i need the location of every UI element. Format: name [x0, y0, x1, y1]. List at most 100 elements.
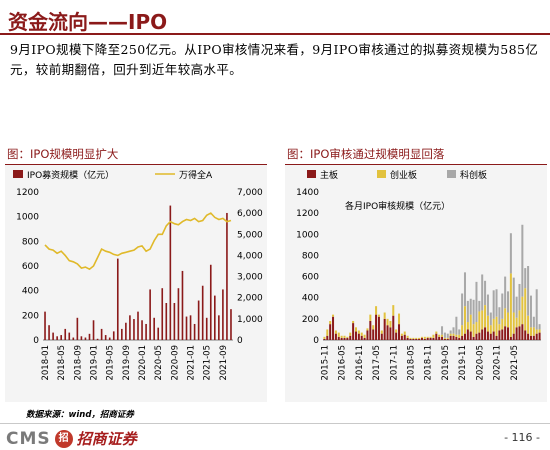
brand-logo: CMS 招 招商证券	[6, 428, 137, 449]
main-board-bar	[535, 333, 538, 340]
x-tick-label: 2016-05	[338, 345, 348, 381]
main-board-bar	[372, 329, 375, 340]
ipo-bar	[96, 338, 99, 340]
main-board-bar	[383, 318, 386, 340]
y2-tick-label: 3,000	[237, 273, 263, 283]
y2-tick-label: 1,000	[237, 315, 263, 325]
main-board-bar	[354, 331, 357, 340]
y-tick-label: 1000	[296, 230, 319, 240]
gem-board-bar	[340, 335, 343, 338]
gem-board-bar	[380, 330, 383, 334]
gem-board-bar	[438, 334, 441, 337]
ipo-size-chart-panel: 图：IPO规模明显扩大 IPO募资规模（亿元） 万得全A 0 200 400 600 800…	[5, 140, 267, 402]
ipo-bar	[64, 328, 67, 340]
main-board-bar	[466, 329, 469, 340]
gem-board-bar	[412, 337, 415, 339]
ipo-bar	[100, 328, 103, 340]
star-board-bar	[452, 327, 455, 334]
main-board-bar	[475, 333, 478, 340]
ipo-bar	[173, 303, 176, 340]
x-tick-label: 2021-05	[510, 345, 520, 381]
gem-board-bar	[329, 320, 332, 325]
chart-background	[285, 164, 547, 402]
page-number: - 116 -	[504, 431, 540, 444]
star-board-bar	[463, 272, 466, 307]
wande-line	[44, 212, 232, 271]
gem-board-bar	[332, 314, 335, 317]
gem-board-bar	[326, 329, 329, 336]
main-board-bar	[495, 335, 498, 340]
main-board-bar	[352, 323, 355, 340]
gem-board-bar	[375, 306, 378, 315]
brand-text: CMS	[6, 428, 51, 449]
x-tick-label: 2020-01	[138, 345, 148, 381]
x-tick-label: 2019-05	[441, 345, 451, 381]
brand-seal-icon: 招	[54, 429, 73, 448]
main-board-bar	[400, 335, 403, 340]
main-board-bar	[369, 320, 372, 340]
gem-board-bar	[518, 310, 521, 327]
ipo-bar	[133, 319, 135, 340]
x-tick-label: 2019-11	[458, 345, 468, 381]
main-board-bar	[346, 337, 349, 340]
gem-board-bar	[346, 336, 349, 338]
x-tick-label: 2020-11	[493, 345, 503, 381]
main-board-bar	[532, 335, 535, 340]
y-tick-label: 400	[302, 294, 319, 304]
gem-board-bar	[423, 336, 426, 339]
main-board-bar	[363, 337, 366, 340]
gem-board-bar	[515, 317, 518, 328]
main-board-bar	[375, 314, 378, 340]
star-board-bar	[466, 300, 469, 323]
x-tick-label: 2018-01	[41, 345, 51, 381]
gem-board-bar	[461, 325, 464, 336]
ipo-bar	[161, 288, 164, 340]
y-tick-label: 800	[302, 251, 319, 261]
main-board-bar	[409, 338, 412, 340]
chart-title: 图：IPO规模明显扩大	[7, 147, 119, 161]
star-board-bar	[501, 293, 504, 319]
ipo-bar	[60, 335, 62, 340]
ipo-bar	[137, 311, 139, 340]
x-tick-label: 2018-09	[73, 345, 83, 381]
star-board-bar	[535, 289, 538, 330]
star-board-bar	[507, 291, 510, 313]
gem-board-bar	[469, 314, 472, 332]
main-board-bar	[521, 324, 524, 340]
gem-board-bar	[486, 315, 489, 332]
main-board-bar	[326, 335, 329, 340]
x-tick-label: 2019-01	[90, 345, 100, 381]
main-board-bar	[478, 332, 481, 340]
x-tick-label: 2020-05	[475, 345, 485, 381]
gem-board-bar	[512, 312, 515, 334]
main-board-bar	[432, 337, 435, 340]
star-board-bar	[449, 330, 452, 334]
star-board-bar	[512, 277, 515, 313]
ipo-bar	[80, 336, 83, 340]
main-board-bar	[486, 331, 489, 340]
star-board-bar	[461, 293, 464, 326]
ipo-bar	[116, 258, 119, 340]
star-board-bar	[446, 333, 449, 338]
gem-board-bar	[386, 318, 389, 326]
gem-board-bar	[507, 312, 510, 328]
main-board-bar	[340, 337, 343, 340]
ipo-bar	[193, 323, 196, 340]
gem-board-bar	[504, 308, 507, 327]
y-tick-label: 1200	[296, 209, 319, 219]
main-board-bar	[484, 327, 487, 340]
star-board-bar	[475, 281, 478, 323]
gem-board-bar	[441, 334, 444, 337]
y-tick-label: 200	[22, 311, 39, 321]
legend-label: 主板	[320, 169, 338, 181]
y-tick-label: 800	[22, 237, 39, 247]
gem-board-bar	[349, 332, 352, 336]
gem-board-bar	[398, 313, 401, 325]
y2-tick-label: 7,000	[237, 188, 263, 198]
gem-board-bar	[354, 327, 357, 332]
gem-board-bar	[409, 337, 412, 339]
x-tick-label: 2015-11	[320, 345, 330, 381]
gem-board-bar	[369, 314, 372, 321]
y-tick-label: 600	[302, 273, 319, 283]
